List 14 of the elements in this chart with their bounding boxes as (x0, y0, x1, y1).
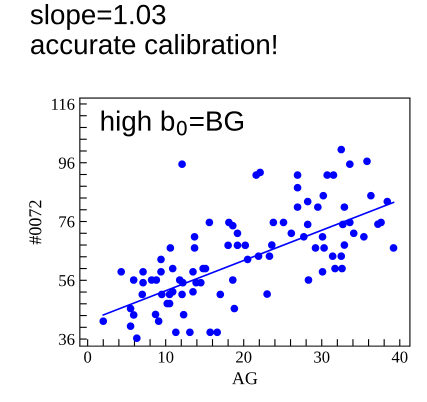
chart-title: slope=1.03 accurate calibration! (30, 4, 276, 54)
x-tick-label: 30 (314, 351, 330, 363)
y-tick-label: 116 (52, 98, 74, 110)
y-tick-label: 76 (59, 216, 74, 228)
y-tick-label: 36 (59, 334, 74, 346)
x-axis-title: AG (232, 372, 258, 384)
annotation: high b$_{0}$=BG (102, 110, 244, 136)
y-axis-title: #0072 (29, 200, 42, 244)
x-tick-label: 0 (84, 351, 92, 363)
y-tick-label: 56 (59, 275, 74, 286)
x-tick-label: 40 (392, 351, 408, 363)
x-tick-label: 20 (236, 351, 252, 363)
y-tick-label: 96 (58, 157, 74, 169)
x-tick-label: 10 (158, 351, 174, 363)
